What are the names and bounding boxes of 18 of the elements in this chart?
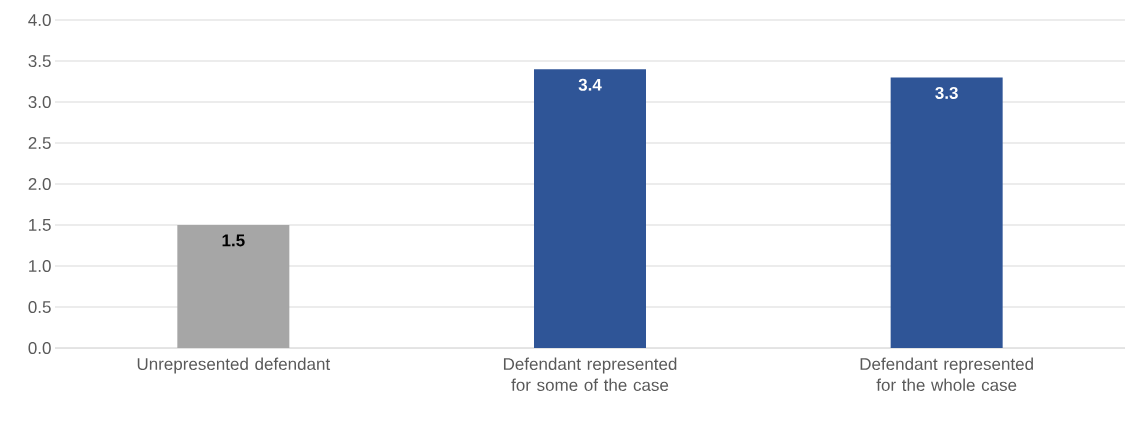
y-tick-label: 0.0 bbox=[28, 341, 51, 355]
y-tick-label: 1.0 bbox=[29, 259, 51, 273]
bar bbox=[890, 77, 1003, 348]
bar bbox=[534, 69, 646, 348]
y-tick-label: 3.0 bbox=[28, 95, 51, 109]
y-tick-label: 3.5 bbox=[28, 54, 51, 68]
y-tick-label: 1.5 bbox=[29, 219, 51, 231]
y-tick-label: 4.0 bbox=[28, 13, 51, 27]
x-tick-label: Defendant represented for the whole case bbox=[860, 357, 1033, 392]
data-label: 1.5 bbox=[222, 234, 245, 247]
data-label: 3.3 bbox=[935, 86, 958, 99]
bar bbox=[177, 225, 290, 348]
data-label: 3.4 bbox=[578, 78, 602, 91]
x-tick-label: Unrepresented defendant bbox=[137, 357, 331, 374]
x-tick-label: Defendant represented for some of the case bbox=[503, 357, 677, 392]
y-tick-label: 0.5 bbox=[28, 300, 51, 314]
y-tick-label: 2.5 bbox=[28, 136, 51, 150]
y-tick-label: 2.0 bbox=[28, 177, 51, 191]
